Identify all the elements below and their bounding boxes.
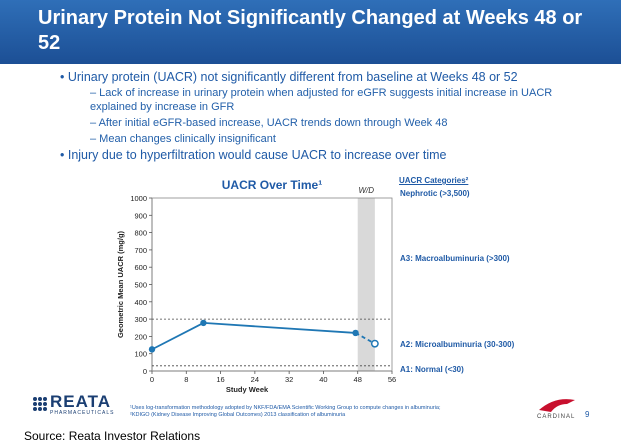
reata-dots-icon bbox=[33, 397, 47, 411]
sub-bullet-2: – After initial eGFR-based increase, UAC… bbox=[90, 117, 448, 129]
categories-heading: UACR Categories² bbox=[399, 176, 469, 185]
reata-logo: REATA PHARMACEUTICALS bbox=[32, 392, 113, 417]
sub-bullet-1: – Lack of increase in urinary protein wh… bbox=[90, 87, 553, 113]
series-line-solid bbox=[151, 321, 356, 351]
x-tick-label: 0 bbox=[150, 375, 154, 384]
y-tick-label: 1000 bbox=[130, 194, 147, 203]
bullet-1: • Urinary protein (UACR) not significant… bbox=[60, 70, 518, 84]
withdrawal-label: W/D bbox=[359, 186, 375, 195]
cardinal-logo: CARDINAL bbox=[537, 392, 577, 420]
category-a2: A2: Microalbuminuria (30-300) bbox=[400, 340, 515, 349]
y-axis-label: Geometric Mean UACR (mg/g) bbox=[116, 230, 125, 338]
data-point bbox=[148, 346, 156, 353]
bullet-2: • Injury due to hyperfiltration would ca… bbox=[60, 148, 447, 162]
withdrawal-band bbox=[357, 198, 375, 371]
slide-title: Urinary Protein Not Significantly Change… bbox=[38, 7, 583, 54]
cardinal-name: CARDINAL bbox=[537, 414, 576, 420]
category-nephrotic: Nephrotic (>3,500) bbox=[400, 189, 470, 198]
x-tick-label: 24 bbox=[251, 375, 259, 384]
y-tick-label: 100 bbox=[134, 350, 147, 359]
x-tick-label: 56 bbox=[388, 375, 396, 384]
x-tick-label: 8 bbox=[184, 375, 188, 384]
y-tick-label: 0 bbox=[143, 367, 147, 376]
plot-frame bbox=[151, 197, 393, 372]
x-tick-label: 16 bbox=[216, 375, 224, 384]
source-note: Source: Reata Investor Relations bbox=[24, 429, 201, 443]
x-axis-label: Study Week bbox=[226, 385, 269, 394]
page-number: 9 bbox=[585, 410, 590, 419]
data-point-open bbox=[370, 339, 379, 348]
y-tick-label: 900 bbox=[134, 211, 147, 220]
chart-title: UACR Over Time¹ bbox=[222, 178, 322, 192]
footnote-1: ¹Uses log-transformation methodology ado… bbox=[130, 405, 441, 411]
sub-bullet-3: – Mean changes clinically insignificant bbox=[90, 133, 276, 145]
y-tick-label: 400 bbox=[134, 298, 147, 307]
footnote-2: ²KDIGO (Kidney Disease Improving Global … bbox=[130, 412, 346, 418]
y-tick-label: 800 bbox=[134, 229, 147, 238]
cardinal-bird-icon bbox=[539, 399, 575, 412]
y-tick-label: 200 bbox=[134, 332, 147, 341]
x-tick-label: 40 bbox=[319, 375, 327, 384]
y-tick-label: 600 bbox=[134, 263, 147, 272]
y-tick-label: 500 bbox=[134, 281, 147, 290]
y-tick-label: 700 bbox=[134, 246, 147, 255]
reata-sub: PHARMACEUTICALS bbox=[50, 410, 115, 416]
data-point bbox=[200, 319, 207, 327]
data-point bbox=[352, 329, 359, 337]
footnotes: ¹Uses log-transformation methodology ado… bbox=[130, 405, 530, 419]
title-banner: Urinary Protein Not Significantly Change… bbox=[0, 0, 621, 64]
category-a3: A3: Macroalbuminuria (>300) bbox=[400, 254, 510, 263]
x-tick-label: 32 bbox=[285, 375, 293, 384]
x-tick-label: 48 bbox=[354, 375, 362, 384]
y-tick-label: 300 bbox=[134, 315, 147, 324]
series-line-dashed bbox=[355, 332, 376, 345]
category-a1: A1: Normal (<30) bbox=[400, 365, 464, 374]
reata-name: REATA bbox=[50, 392, 112, 411]
